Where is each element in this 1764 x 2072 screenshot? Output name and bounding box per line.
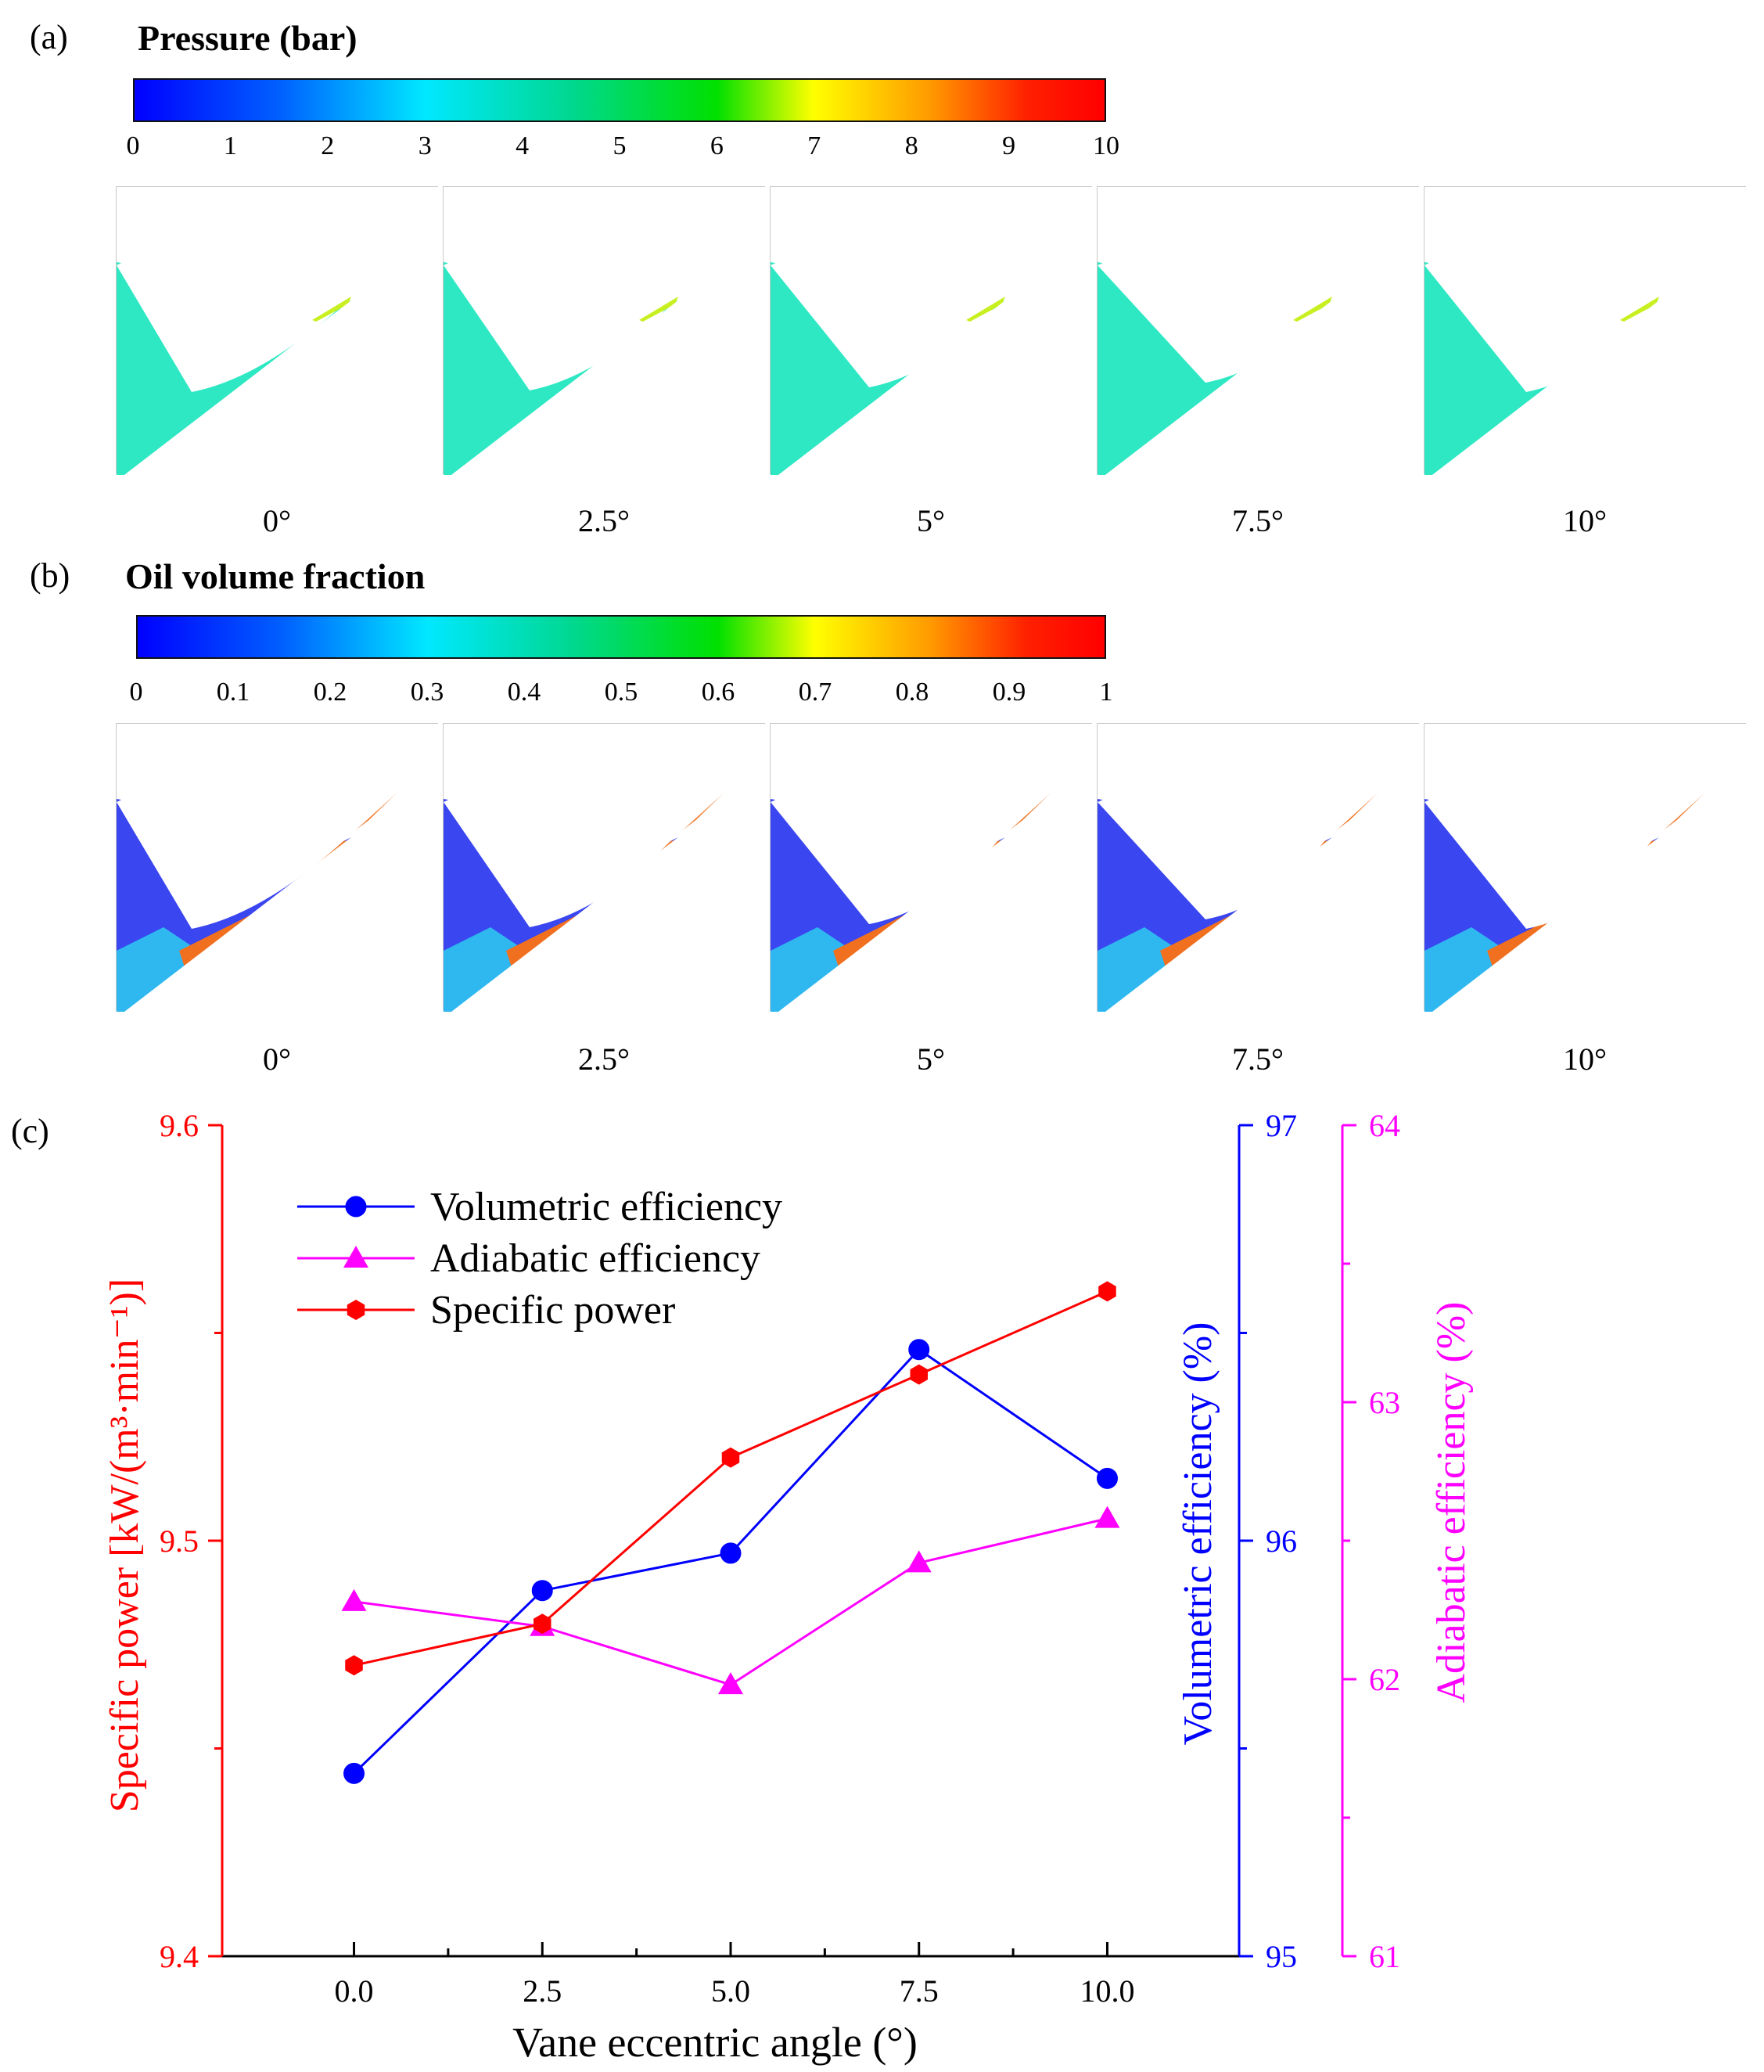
oil-colorbar-tick-label: 0.6 — [701, 678, 735, 707]
data-point-volumetric-efficiency — [1096, 1467, 1118, 1489]
oil-contour-image — [1424, 723, 1747, 1012]
pressure-contour-image — [1097, 186, 1420, 475]
pressure-contour-image — [116, 186, 439, 475]
data-point-specific-power — [534, 1613, 551, 1635]
pressure-contour-image — [443, 186, 766, 475]
oil-colorbar-tick-label: 0 — [129, 678, 143, 707]
data-point-volumetric-efficiency — [908, 1339, 930, 1361]
oil-angle-label: 5° — [917, 1041, 945, 1077]
pressure-angle-label: 2.5° — [578, 503, 630, 538]
pressure-contour-image — [770, 186, 1093, 475]
oil-colorbar-tick-label: 0.4 — [507, 678, 541, 707]
y-tick-label: 61 — [1369, 1939, 1400, 1974]
x-tick-label: 2.5 — [523, 1973, 562, 2009]
data-point-adiabatic-efficiency — [1094, 1505, 1120, 1528]
pressure-colorbar-tick-label: 3 — [418, 131, 432, 160]
y-tick-label: 9.4 — [160, 1939, 199, 1974]
pressure-angle-label: 0° — [263, 503, 291, 538]
legend-marker — [343, 1246, 368, 1268]
data-point-specific-power — [1098, 1281, 1116, 1302]
y-axis-label: Adiabatic efficiency (%) — [1429, 1302, 1474, 1703]
legend-label: Volumetric efficiency — [430, 1185, 782, 1229]
pressure-colorbar-tick-label: 7 — [807, 131, 821, 160]
data-point-specific-power — [910, 1364, 928, 1385]
y-tick-label: 97 — [1266, 1108, 1297, 1143]
legend-marker — [347, 1300, 365, 1320]
legend-marker — [345, 1196, 367, 1218]
x-tick-label: 7.5 — [900, 1973, 939, 2009]
pressure-colorbar — [133, 78, 1106, 122]
y-tick-label: 62 — [1369, 1662, 1400, 1697]
data-point-specific-power — [345, 1655, 363, 1676]
pressure-angle-label: 5° — [917, 503, 945, 538]
pressure-colorbar-tick-label: 2 — [321, 131, 335, 160]
pressure-colorbar-tick-label: 10 — [1093, 131, 1119, 160]
data-point-volumetric-efficiency — [531, 1580, 553, 1602]
panel-b-label: (b) — [30, 556, 70, 595]
x-tick-label: 5.0 — [711, 1973, 750, 2009]
oil-contour-image — [1097, 723, 1420, 1012]
oil-colorbar — [136, 615, 1106, 659]
pressure-colorbar-tick-label: 9 — [1002, 131, 1016, 160]
oil-contour-image — [443, 723, 766, 1012]
y-tick-label: 63 — [1369, 1385, 1400, 1420]
data-point-volumetric-efficiency — [343, 1762, 365, 1784]
oil-colorbar-tick-label: 0.1 — [216, 678, 250, 707]
y-tick-label: 64 — [1369, 1108, 1400, 1143]
y-tick-label: 9.6 — [160, 1108, 199, 1143]
data-point-adiabatic-efficiency — [341, 1588, 367, 1611]
efficiency-chart: (c) 0.0 2.5 5.0 7.5 10.0 Vane eccentric angle… — [11, 1108, 1474, 2066]
oil-angle-label: 2.5° — [578, 1041, 630, 1077]
pressure-colorbar-tick-label: 0 — [126, 131, 140, 160]
pressure-colorbar-tick-label: 6 — [710, 131, 724, 160]
y-tick-label: 96 — [1266, 1523, 1297, 1559]
pressure-colorbar-tick-label: 1 — [223, 131, 237, 160]
oil-angle-label: 0° — [263, 1041, 291, 1077]
panel-c-label: (c) — [11, 1112, 49, 1150]
oil-colorbar-title: Oil volume fraction — [125, 556, 426, 596]
y-tick-label: 95 — [1266, 1939, 1297, 1974]
pressure-colorbar-title: Pressure (bar) — [138, 18, 357, 58]
oil-colorbar-tick-label: 1 — [1099, 678, 1113, 707]
oil-colorbar-tick-label: 0.8 — [895, 678, 929, 707]
pressure-colorbar-tick-label: 5 — [613, 131, 627, 160]
oil-angle-label: 7.5° — [1232, 1041, 1284, 1077]
oil-colorbar-tick-label: 0.2 — [313, 678, 347, 707]
series-line-specific-power — [354, 1290, 1108, 1667]
oil-contour-image — [770, 723, 1093, 1012]
legend-label: Adiabatic efficiency — [430, 1236, 760, 1281]
oil-angle-label: 10° — [1563, 1041, 1607, 1077]
legend-label: Specific power — [430, 1288, 675, 1333]
y-axis-label: Specific power [kW/(m³·min⁻¹)] — [102, 1279, 147, 1812]
y-tick-label: 9.5 — [160, 1523, 199, 1559]
x-tick-label: 10.0 — [1080, 1973, 1134, 2009]
oil-colorbar-tick-label: 0.5 — [604, 678, 638, 707]
pressure-angle-label: 7.5° — [1232, 503, 1284, 538]
data-point-adiabatic-efficiency — [718, 1672, 743, 1695]
oil-contour-image — [116, 723, 439, 1012]
data-point-specific-power — [721, 1447, 740, 1468]
data-point-adiabatic-efficiency — [906, 1550, 932, 1573]
data-point-volumetric-efficiency — [720, 1542, 742, 1564]
y-axis-label: Volumetric efficiency (%) — [1176, 1322, 1220, 1746]
pressure-contour-image — [1424, 186, 1747, 475]
pressure-colorbar-tick-label: 4 — [516, 131, 530, 160]
pressure-angle-label: 10° — [1563, 503, 1607, 538]
x-tick-label: 0.0 — [335, 1973, 374, 2009]
oil-colorbar-tick-label: 0.9 — [992, 678, 1026, 707]
oil-colorbar-tick-label: 0.7 — [798, 678, 832, 707]
x-axis-label: Vane eccentric angle (°) — [512, 2019, 918, 2066]
oil-colorbar-tick-label: 0.3 — [410, 678, 444, 707]
pressure-colorbar-tick-label: 8 — [904, 131, 918, 160]
panel-a-label: (a) — [30, 18, 68, 56]
